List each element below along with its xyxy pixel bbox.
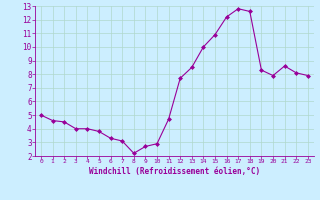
X-axis label: Windchill (Refroidissement éolien,°C): Windchill (Refroidissement éolien,°C): [89, 167, 260, 176]
